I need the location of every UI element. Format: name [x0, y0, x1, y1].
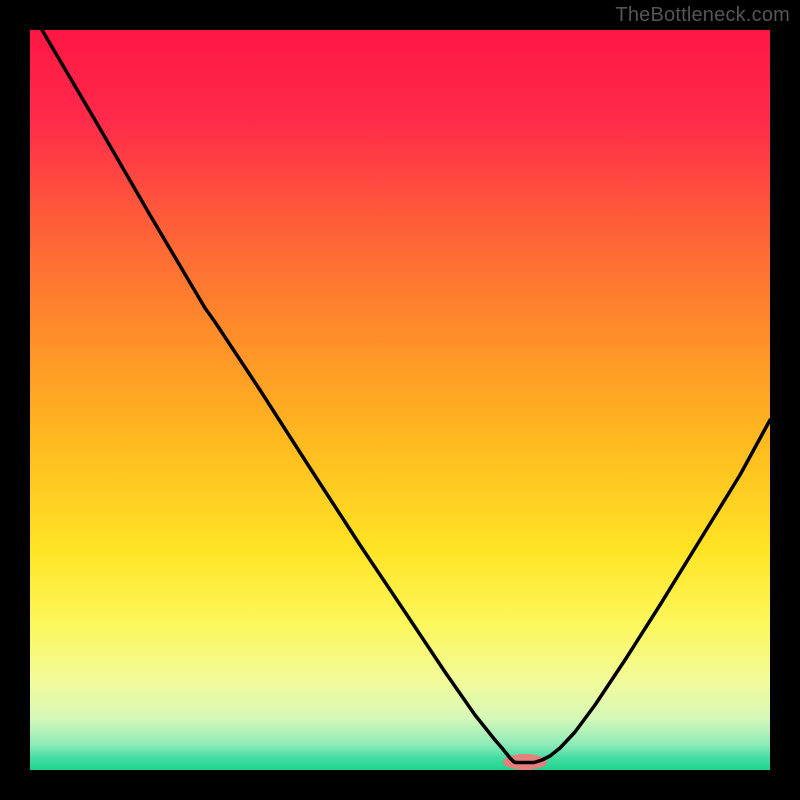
- chart-stage: TheBottleneck.com: [0, 0, 800, 800]
- gradient-panel: [30, 30, 770, 770]
- bottleneck-chart-svg: [0, 0, 800, 800]
- watermark-text: TheBottleneck.com: [615, 4, 790, 27]
